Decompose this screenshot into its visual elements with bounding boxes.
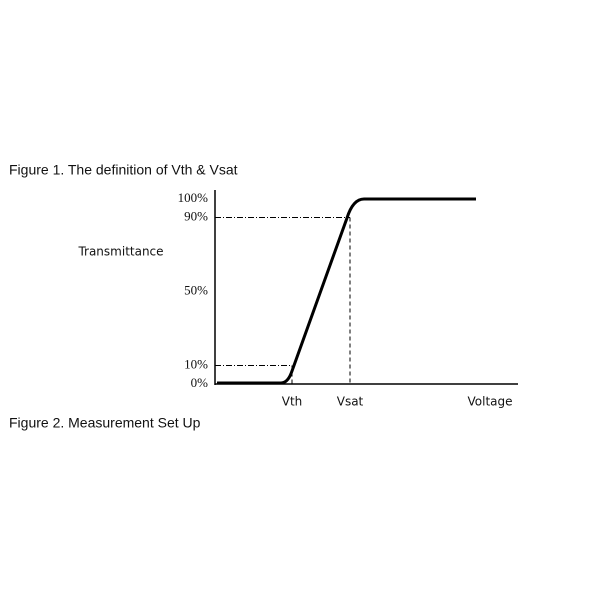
x-axis-label: Voltage <box>467 395 512 409</box>
x-marker-label: Vth <box>282 395 303 409</box>
y-tick-label: 100% <box>178 190 209 205</box>
y-tick-label: 90% <box>184 208 208 223</box>
figure-caption: Figure 2. Measurement Set Up <box>9 415 201 431</box>
y-tick-label: 0% <box>191 375 209 390</box>
y-tick-label: 10% <box>184 356 208 371</box>
x-marker-label: Vsat <box>337 395 364 409</box>
y-tick-label: 50% <box>184 282 208 297</box>
y-axis-label: Transmittance <box>77 245 163 259</box>
transmittance-curve <box>217 197 476 385</box>
figure-caption: Figure 1. The definition of Vth & Vsat <box>9 162 238 178</box>
